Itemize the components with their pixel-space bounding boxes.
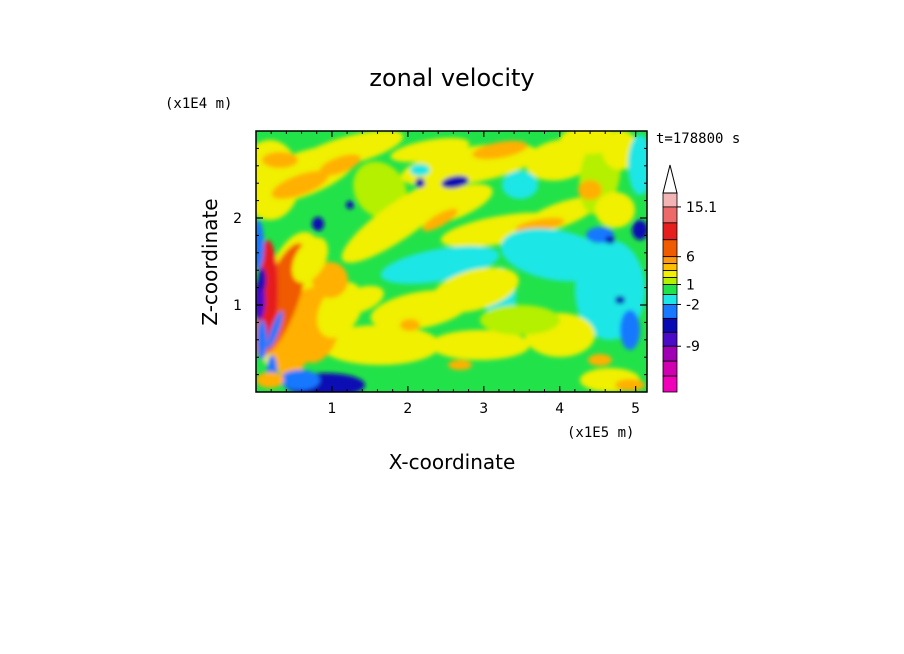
field-blob-32: [605, 236, 615, 244]
field-blob-24: [410, 164, 430, 176]
colorbar-segment-2: [662, 222, 678, 241]
colorbar-label-2: 1: [686, 278, 695, 294]
x-tick-label-3: 4: [555, 401, 564, 417]
field-blob-66: [595, 192, 635, 228]
colorbar-segment-6: [662, 270, 678, 278]
field-blob-35: [370, 290, 470, 330]
field-blob-52: [291, 237, 329, 283]
field-blob-57: [267, 311, 283, 349]
field-blob-4: [319, 154, 361, 176]
colorbar-segment-3: [662, 239, 678, 258]
time-label: t=178800 s: [656, 131, 740, 147]
colorbar-segment-0: [662, 192, 678, 208]
colorbar-segment-8: [662, 284, 678, 295]
field-blob-9: [407, 184, 493, 226]
x-tick-label-4: 5: [631, 401, 640, 417]
colorbar-extend-arrow: [662, 164, 678, 194]
y-tick-label-0: 1: [233, 298, 242, 314]
field-blob-42: [588, 354, 612, 366]
field-blob-65: [628, 135, 647, 195]
field-blob-17: [515, 217, 565, 233]
field-blob-47: [258, 240, 278, 340]
chart-title: zonal velocity: [369, 64, 534, 92]
field-blob-51: [312, 262, 348, 298]
field-blob-18: [472, 140, 528, 160]
x-tick-label-2: 3: [479, 401, 488, 417]
colorbar-segment-15: [662, 375, 678, 393]
field-blob-20: [380, 246, 500, 284]
field-blob-36: [320, 325, 440, 365]
field-blob-2: [296, 131, 404, 170]
colorbar-label-3: -2: [686, 297, 700, 313]
field-blob-56: [258, 268, 266, 292]
colorbar-segment-10: [662, 304, 678, 319]
field-blob-67: [632, 220, 647, 240]
field-blob-16: [422, 208, 458, 232]
colorbar-segment-12: [662, 331, 678, 347]
colorbar-label-1: 6: [686, 250, 695, 266]
field-blob-33: [615, 296, 625, 304]
field-blob-53: [256, 220, 264, 270]
colorbar-segment-9: [662, 294, 678, 305]
colorbar-label-4: -9: [686, 339, 700, 355]
field-blob-60: [280, 370, 320, 390]
colorbar-segment-11: [662, 317, 678, 333]
field-blob-41: [448, 360, 472, 370]
field-blob-63: [256, 372, 284, 388]
y-tick-label-1: 2: [233, 211, 242, 227]
colorbar-label-0: 15.1: [686, 200, 717, 216]
colorbar-segment-4: [662, 256, 678, 265]
field-blob-5: [262, 152, 298, 168]
x-unit-label: (x1E5 m): [567, 425, 634, 441]
field-blob-6: [390, 137, 470, 163]
field-blob-19: [578, 180, 602, 200]
field-blob-23: [502, 171, 538, 199]
velocity-field: [256, 131, 647, 392]
plot-frame: [255, 130, 648, 393]
y-axis-label: Z-coordinate: [198, 198, 222, 325]
field-blob-25: [620, 310, 640, 350]
field-blob-64: [560, 131, 620, 154]
colorbar: 15.1 6 1 -2 -9: [662, 164, 717, 393]
colorbar-segment-14: [662, 360, 678, 377]
field-blob-29: [415, 178, 425, 188]
colorbar-segment-13: [662, 345, 678, 362]
field-blob-28: [441, 175, 469, 189]
x-axis-ticks: 1 2 3 4 5: [270, 131, 640, 417]
x-tick-label-0: 1: [327, 401, 336, 417]
field-blob-62: [615, 379, 645, 391]
field-blob-31: [346, 201, 354, 209]
colorbar-segment-5: [662, 263, 678, 272]
field-blob-40: [400, 319, 420, 331]
field-blob-3: [271, 171, 329, 199]
field-blob-37: [430, 330, 530, 360]
colorbar-segment-1: [662, 206, 678, 224]
x-tick-label-1: 2: [403, 401, 412, 417]
x-axis-label: X-coordinate: [389, 450, 516, 474]
field-blob-30: [312, 217, 324, 231]
field-blob-55: [257, 320, 267, 360]
field-blob-50: [276, 340, 304, 380]
colorbar-segment-7: [662, 277, 678, 285]
y-unit-label: (x1E4 m): [165, 96, 232, 112]
field-blobs: [256, 131, 647, 392]
field-blob-43: [480, 305, 560, 335]
y-axis-ticks: 12: [233, 147, 647, 376]
